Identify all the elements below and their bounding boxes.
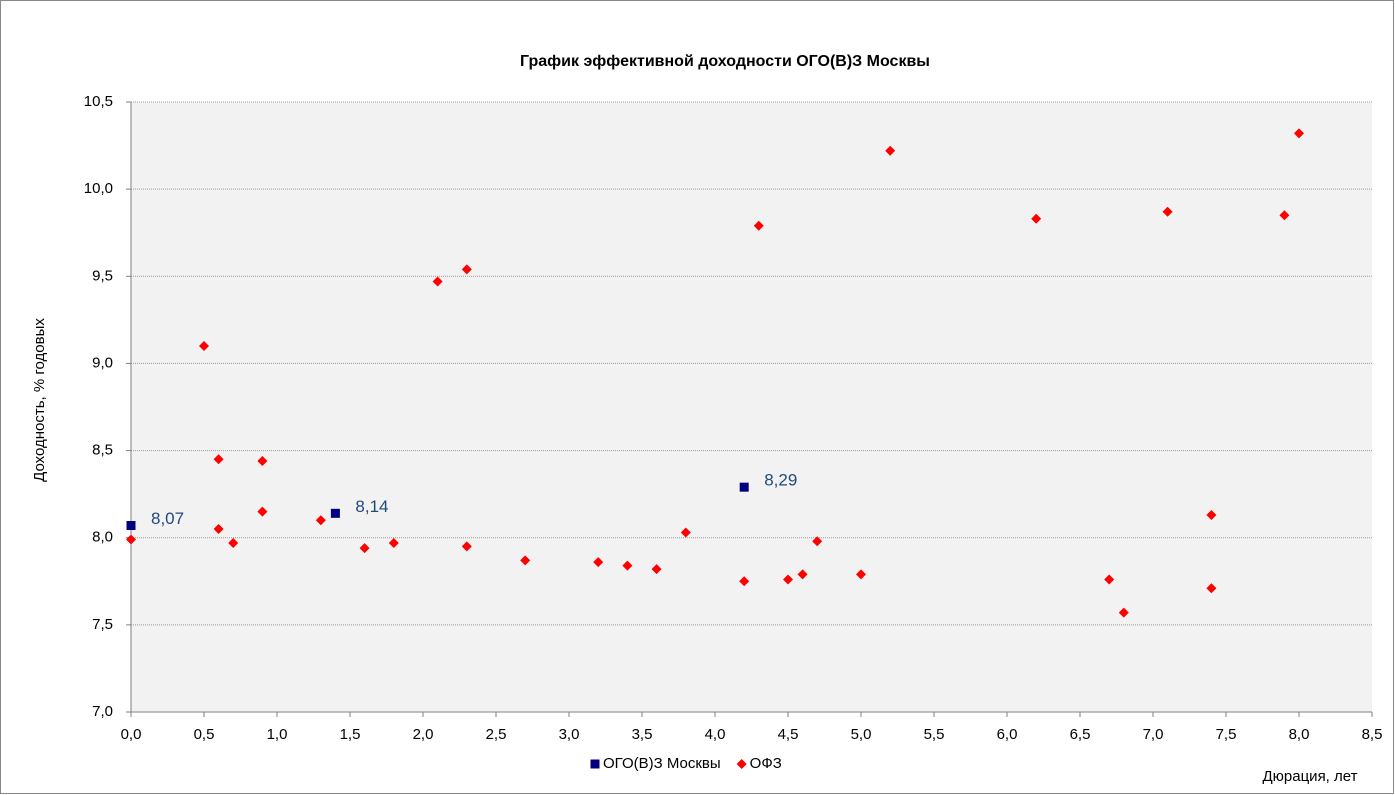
legend-label: ОГО(В)З Москвы bbox=[603, 755, 721, 772]
point bbox=[1031, 213, 1042, 224]
data-label: 8,14 bbox=[355, 497, 388, 516]
x-tick-label: 3,5 bbox=[632, 726, 653, 743]
x-axis-label: Дюрация, лет bbox=[1263, 768, 1358, 785]
x-tick-label: 3,0 bbox=[559, 726, 580, 743]
x-tick-label: 7,5 bbox=[1216, 726, 1237, 743]
point bbox=[257, 456, 268, 467]
x-tick-label: 4,5 bbox=[778, 726, 799, 743]
point bbox=[739, 576, 750, 587]
point bbox=[593, 557, 604, 568]
y-axis-label: Доходность, % годовых bbox=[31, 318, 48, 482]
point bbox=[739, 482, 749, 492]
x-tick-label: 1,0 bbox=[267, 726, 288, 743]
point bbox=[213, 524, 224, 534]
y-tick-label: 7,0 bbox=[92, 703, 113, 720]
plot-area bbox=[131, 102, 1372, 712]
point bbox=[315, 515, 326, 526]
y-tick-label: 7,5 bbox=[92, 616, 113, 633]
point bbox=[330, 508, 340, 518]
point bbox=[388, 537, 399, 548]
point bbox=[1104, 574, 1115, 585]
data-label: 8,07 bbox=[151, 509, 184, 528]
legend-marker bbox=[590, 759, 600, 769]
point bbox=[885, 145, 896, 156]
chart-title: График эффективной доходности ОГО(В)З Мо… bbox=[520, 53, 930, 70]
point bbox=[1118, 607, 1129, 618]
x-tick-label: 0,5 bbox=[194, 726, 215, 743]
point bbox=[856, 569, 866, 580]
point bbox=[461, 541, 472, 552]
point bbox=[126, 534, 136, 545]
point bbox=[783, 574, 793, 585]
point bbox=[461, 264, 472, 275]
y-tick-label: 9,0 bbox=[92, 354, 113, 371]
point bbox=[126, 521, 136, 531]
point bbox=[359, 543, 370, 554]
x-tick-label: 5,0 bbox=[851, 726, 872, 743]
y-tick-label: 10,5 bbox=[84, 93, 113, 110]
x-tick-label: 1,5 bbox=[340, 726, 361, 743]
x-tick-label: 8,5 bbox=[1362, 726, 1383, 743]
point bbox=[1206, 583, 1217, 594]
x-tick-label: 2,5 bbox=[486, 726, 507, 743]
point bbox=[651, 564, 662, 575]
point bbox=[797, 569, 808, 580]
data-label: 8,29 bbox=[764, 471, 797, 490]
point bbox=[228, 537, 239, 548]
x-tick-label: 6,0 bbox=[997, 726, 1018, 743]
point bbox=[213, 454, 224, 465]
y-tick-label: 8,5 bbox=[92, 442, 113, 459]
point bbox=[1279, 210, 1290, 221]
x-tick-label: 2,0 bbox=[413, 726, 434, 743]
x-tick-label: 8,0 bbox=[1289, 726, 1310, 743]
point bbox=[812, 536, 823, 547]
x-tick-label: 7,0 bbox=[1143, 726, 1164, 743]
point bbox=[753, 220, 764, 231]
y-tick-label: 10,0 bbox=[84, 180, 113, 197]
legend-label: ОФЗ bbox=[750, 755, 782, 772]
point bbox=[257, 506, 268, 517]
point bbox=[1162, 206, 1173, 217]
legend-marker bbox=[736, 759, 747, 769]
point bbox=[520, 555, 531, 566]
y-tick-label: 8,0 bbox=[92, 529, 113, 546]
x-tick-label: 6,5 bbox=[1070, 726, 1091, 743]
point bbox=[1206, 510, 1217, 521]
point bbox=[432, 276, 443, 287]
point bbox=[680, 527, 691, 538]
point bbox=[622, 560, 633, 571]
point bbox=[1294, 128, 1304, 139]
x-tick-label: 5,5 bbox=[924, 726, 945, 743]
x-tick-label: 0,0 bbox=[121, 726, 142, 743]
point bbox=[199, 341, 209, 351]
x-tick-label: 4,0 bbox=[705, 726, 726, 743]
y-tick-label: 9,5 bbox=[92, 267, 113, 284]
